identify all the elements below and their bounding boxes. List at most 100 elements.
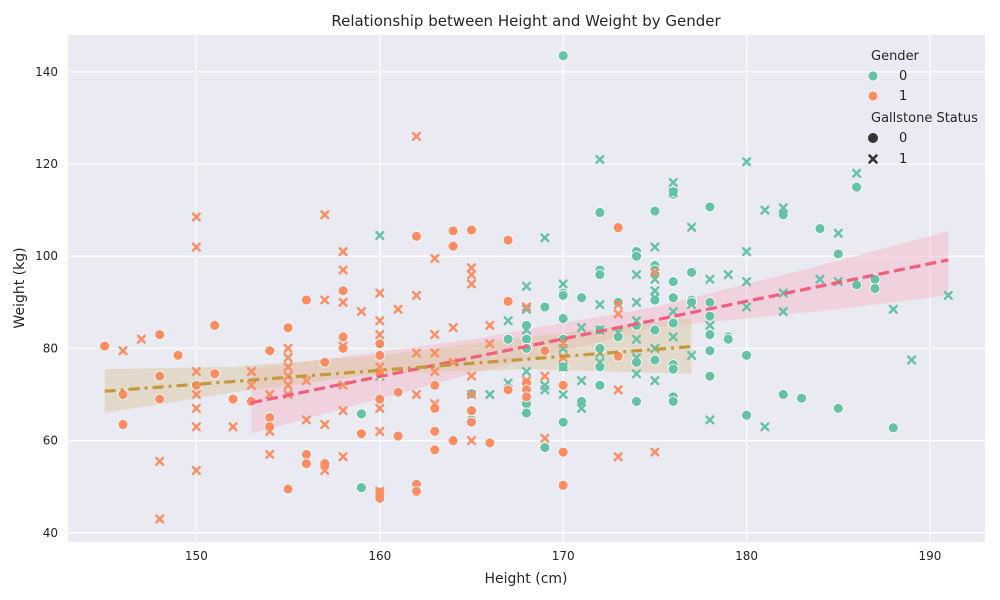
point-gender-0-gallstone-0 — [704, 201, 716, 213]
point-gender-1-gallstone-1 — [393, 304, 403, 314]
point-gender-1-gallstone-1 — [191, 403, 201, 413]
point-gender-0-gallstone-0 — [649, 205, 661, 217]
point-gender-1-gallstone-1 — [411, 131, 422, 141]
point-gender-1-gallstone-0 — [264, 412, 276, 423]
point-gender-0-gallstone-1 — [595, 154, 605, 165]
point-gender-0-gallstone-0 — [704, 329, 716, 340]
point-gender-1-gallstone-0 — [337, 285, 349, 297]
legend-gallstone-1-marker — [868, 154, 878, 164]
point-gender-0-gallstone-1 — [668, 332, 678, 342]
point-gender-0-gallstone-0 — [832, 248, 844, 260]
point-gender-1-gallstone-0 — [172, 349, 184, 361]
point-gender-1-gallstone-0 — [319, 458, 331, 470]
point-gender-1-gallstone-1 — [485, 339, 495, 349]
point-gender-0-gallstone-0 — [649, 324, 661, 336]
point-gender-1-gallstone-0 — [374, 492, 386, 504]
point-gender-0-gallstone-0 — [631, 396, 642, 407]
point-gender-0-gallstone-1 — [741, 157, 752, 167]
point-gender-1-gallstone-0 — [356, 428, 367, 440]
point-gender-1-gallstone-1 — [338, 265, 348, 275]
y-tick-label: 140 — [35, 65, 58, 79]
point-gender-0-gallstone-0 — [851, 181, 863, 193]
legend: Gender 0 1 Gallstone Status 0 1 — [867, 49, 978, 167]
point-gender-1-gallstone-1 — [191, 422, 201, 432]
point-gender-1-gallstone-0 — [227, 393, 239, 405]
point-gender-1-gallstone-1 — [356, 306, 367, 317]
point-gender-0-gallstone-0 — [704, 296, 716, 308]
point-gender-1-gallstone-1 — [375, 403, 385, 413]
point-gender-0-gallstone-0 — [594, 269, 606, 281]
point-gender-0-gallstone-0 — [777, 209, 789, 221]
point-gender-0-gallstone-1 — [705, 320, 715, 330]
point-gender-1-gallstone-1 — [283, 343, 293, 354]
point-gender-1-gallstone-0 — [429, 444, 441, 456]
point-gender-1-gallstone-1 — [521, 302, 532, 312]
point-gender-1-gallstone-1 — [466, 389, 477, 400]
point-gender-0-gallstone-1 — [760, 422, 770, 432]
point-gender-0-gallstone-0 — [851, 279, 863, 291]
point-gender-1-gallstone-0 — [374, 349, 386, 361]
point-gender-1-gallstone-0 — [99, 340, 111, 352]
point-gender-0-gallstone-1 — [631, 297, 642, 307]
point-gender-0-gallstone-1 — [540, 233, 550, 243]
point-gender-0-gallstone-1 — [778, 306, 788, 317]
point-gender-1-gallstone-0 — [282, 322, 294, 334]
point-gender-1-gallstone-1 — [375, 329, 385, 340]
point-gender-0-gallstone-0 — [557, 50, 569, 62]
point-gender-1-gallstone-0 — [154, 393, 166, 405]
point-gender-1-gallstone-1 — [265, 389, 275, 400]
point-gender-0-gallstone-1 — [741, 247, 752, 257]
legend-hue-title: Gender — [871, 49, 920, 64]
x-tick-label: 170 — [552, 549, 575, 563]
point-gender-1-gallstone-1 — [650, 447, 660, 457]
point-gender-1-gallstone-1 — [540, 433, 550, 443]
point-gender-1-gallstone-0 — [429, 379, 441, 391]
point-gender-0-gallstone-0 — [832, 402, 844, 414]
point-gender-1-gallstone-0 — [502, 384, 514, 396]
point-gender-0-gallstone-1 — [741, 276, 752, 287]
point-gender-0-gallstone-1 — [778, 203, 788, 213]
point-gender-0-gallstone-1 — [833, 228, 843, 238]
point-gender-1-gallstone-1 — [430, 348, 440, 358]
point-gender-1-gallstone-1 — [558, 339, 568, 349]
point-gender-0-gallstone-0 — [667, 363, 679, 375]
point-gender-1-gallstone-1 — [375, 486, 385, 496]
x-tick-label: 180 — [735, 549, 758, 563]
point-gender-1-gallstone-1 — [411, 389, 422, 400]
point-gender-0-gallstone-0 — [704, 310, 716, 322]
point-gender-1-gallstone-1 — [613, 385, 623, 395]
point-gender-0-gallstone-0 — [667, 317, 679, 329]
point-gender-0-gallstone-1 — [741, 302, 752, 312]
point-gender-1-gallstone-1 — [191, 212, 201, 222]
legend-gender-1-label: 1 — [899, 89, 907, 104]
point-gender-0-gallstone-0 — [521, 333, 532, 345]
point-gender-0-gallstone-1 — [558, 279, 568, 289]
point-gender-0-gallstone-0 — [741, 349, 752, 361]
point-gender-0-gallstone-1 — [631, 369, 642, 379]
point-gender-1-gallstone-0 — [502, 296, 514, 307]
y-axis-label: Weight (kg) — [12, 247, 28, 328]
point-gender-1-gallstone-0 — [502, 234, 514, 246]
point-gender-1-gallstone-0 — [117, 419, 129, 430]
point-gender-0-gallstone-1 — [650, 274, 660, 284]
point-gender-1-gallstone-0 — [447, 225, 459, 237]
point-gender-1-gallstone-0 — [521, 391, 532, 403]
point-gender-0-gallstone-1 — [852, 168, 862, 178]
y-tick-label: 100 — [35, 249, 58, 263]
point-gender-1-gallstone-1 — [283, 353, 293, 363]
point-gender-1-gallstone-0 — [466, 224, 477, 236]
point-gender-0-gallstone-1 — [521, 304, 532, 314]
point-gender-0-gallstone-0 — [777, 389, 789, 400]
data-points — [99, 50, 953, 524]
point-gender-1-gallstone-1 — [466, 270, 477, 280]
point-gender-0-gallstone-0 — [667, 292, 679, 304]
point-gender-0-gallstone-1 — [485, 389, 495, 400]
point-gender-0-gallstone-1 — [650, 286, 660, 296]
point-gender-0-gallstone-1 — [595, 300, 605, 310]
point-gender-1-gallstone-0 — [301, 449, 312, 460]
point-gender-1-gallstone-0 — [282, 483, 294, 495]
point-gender-1-gallstone-0 — [319, 356, 331, 368]
